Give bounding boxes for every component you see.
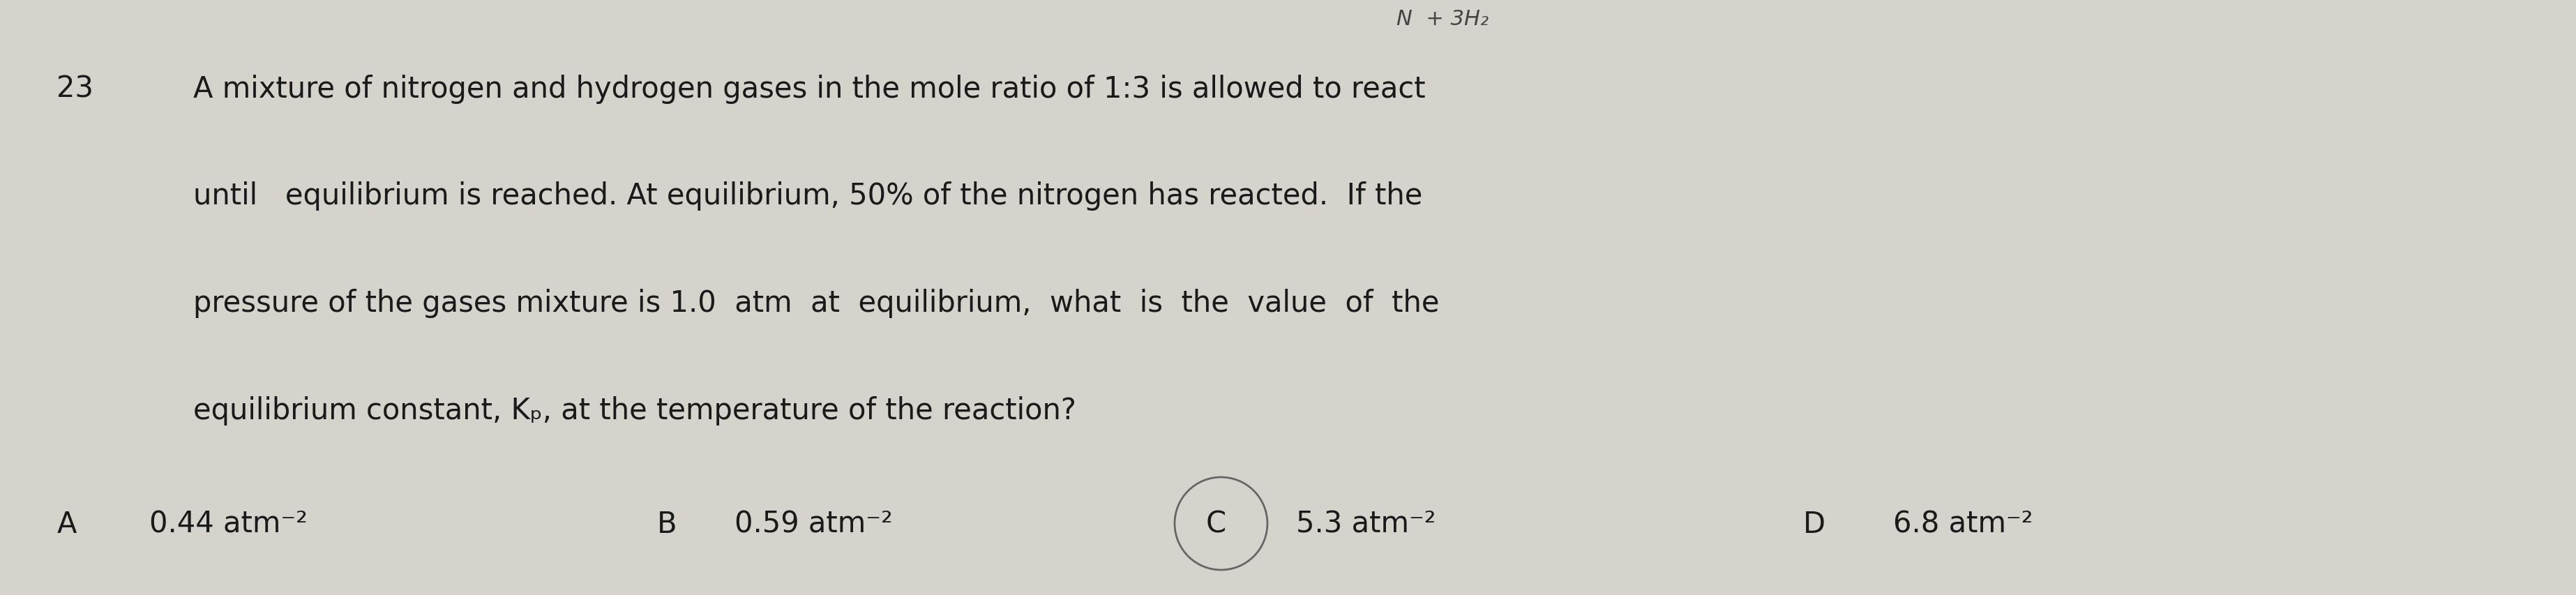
Text: 6.8 atm⁻²: 6.8 atm⁻² xyxy=(1893,509,2032,538)
Text: 0.59 atm⁻²: 0.59 atm⁻² xyxy=(734,509,891,538)
Text: 23: 23 xyxy=(57,74,93,104)
Text: pressure of the gases mixture is 1.0  atm  at  equilibrium,  what  is  the  valu: pressure of the gases mixture is 1.0 atm… xyxy=(193,289,1440,318)
Text: N  + 3H₂: N + 3H₂ xyxy=(1396,9,1489,29)
Text: A mixture of nitrogen and hydrogen gases in the mole ratio of 1:3 is allowed to : A mixture of nitrogen and hydrogen gases… xyxy=(193,74,1425,104)
Text: A: A xyxy=(57,509,77,538)
Text: C: C xyxy=(1206,509,1226,538)
Text: 0.44 atm⁻²: 0.44 atm⁻² xyxy=(149,509,307,538)
Text: B: B xyxy=(657,509,677,538)
Text: until   equilibrium is reached. At equilibrium, 50% of the nitrogen has reacted.: until equilibrium is reached. At equilib… xyxy=(193,181,1422,211)
Text: 5.3 atm⁻²: 5.3 atm⁻² xyxy=(1296,509,1435,538)
Text: D: D xyxy=(1803,509,1826,538)
Text: equilibrium constant, Kₚ, at the temperature of the reaction?: equilibrium constant, Kₚ, at the tempera… xyxy=(193,396,1077,425)
